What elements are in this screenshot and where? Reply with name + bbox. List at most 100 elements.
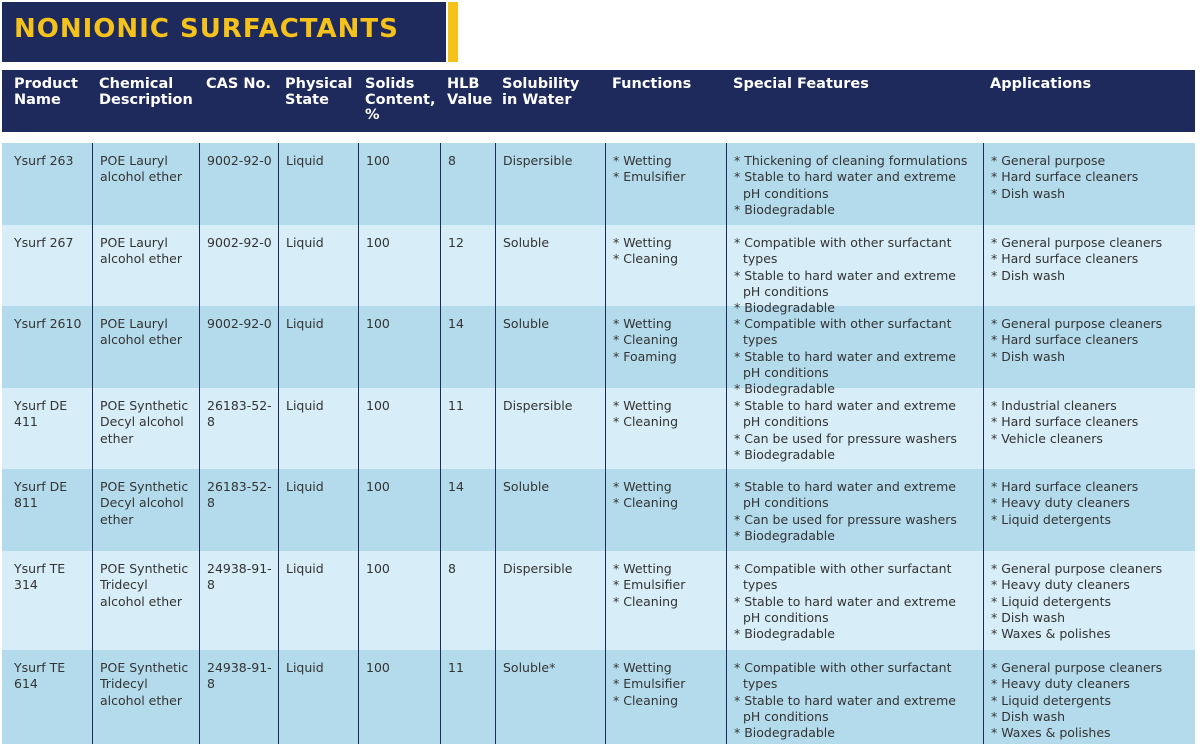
table-cell: 100 <box>358 650 440 744</box>
bullet-item: * Stable to hard water and extreme pH co… <box>734 348 956 380</box>
bullet-item: * Waxes & polishes <box>991 626 1111 642</box>
table-cell: POE Synthetic Tridecyl alcohol ether <box>92 551 199 650</box>
table-cell: Liquid <box>278 143 358 225</box>
table-cell: 12 <box>440 225 495 317</box>
column-header: Special Features <box>733 76 869 92</box>
bullet-item: * Cleaning <box>613 414 679 430</box>
table-cell: * Wetting * Cleaning <box>605 388 726 469</box>
table-cell: 100 <box>358 388 440 469</box>
bullet-item: * Biodegradable <box>734 527 835 543</box>
table-row: Ysurf 267 POE Lauryl alcohol ether 9002-92… <box>2 225 1195 317</box>
bullet-item: * Hard surface cleaners <box>991 414 1139 430</box>
table-cell: Ysurf DE 411 <box>14 398 68 430</box>
table-cell: 100 <box>358 306 440 398</box>
column-header: Functions <box>612 76 692 92</box>
table-cell: * Wetting * Emulsifier * Cleaning <box>605 551 726 650</box>
bullet-item: * Wetting <box>613 153 672 168</box>
column-header: Physical State <box>285 76 353 108</box>
bullet-item: * Hard surface cleaners <box>991 251 1139 267</box>
table-cell: * General purpose * Hard surface cleaners… <box>983 143 1195 225</box>
table-cell: Liquid <box>278 225 358 317</box>
bullet-item: * Stable to hard water and extreme pH co… <box>734 169 956 201</box>
table-cell: * General purpose cleaners * Hard surface… <box>983 225 1195 317</box>
table-cell: Ysurf 263 <box>14 153 74 168</box>
bullet-item: * Wetting <box>613 398 672 413</box>
bullet-item: * Heavy duty cleaners <box>991 577 1130 593</box>
table-cell: Liquid <box>278 306 358 398</box>
table-cell: * Thickening of cleaning formulations * S… <box>726 143 983 225</box>
column-header: Solubility in Water <box>502 76 580 108</box>
table-cell: * Wetting * Cleaning <box>605 225 726 317</box>
table-cell: 100 <box>358 469 440 551</box>
table-cell: * Compatible with other surfactant types… <box>726 650 983 744</box>
bullet-item: * Cleaning <box>613 593 679 609</box>
bullet-item: * Heavy duty cleaners <box>991 676 1130 692</box>
table-cell: * Stable to hard water and extreme pH co… <box>726 388 983 469</box>
bullet-item: * Liquid detergents <box>991 593 1111 609</box>
table-cell: Ysurf 2610 <box>14 316 82 331</box>
table-cell: POE Synthetic Decyl alcohol ether <box>92 388 199 469</box>
bullet-item: * Biodegradable <box>734 300 835 316</box>
table-cell: Dispersible <box>495 551 605 650</box>
table-cell: 11 <box>440 388 495 469</box>
bullet-item: * Biodegradable <box>734 725 835 741</box>
table-row: Ysurf 2610 POE Lauryl alcohol ether 9002-9… <box>2 306 1195 398</box>
table-cell: * Wetting * Emulsifier * Cleaning <box>605 650 726 744</box>
table-cell: * General purpose cleaners * Heavy duty c… <box>983 650 1195 744</box>
table-cell: 9002-92-0 <box>199 306 278 398</box>
column-header: CAS No. <box>206 76 271 92</box>
bullet-item: * Wetting <box>613 660 672 675</box>
table-cell: * Hard surface cleaners * Heavy duty clea… <box>983 469 1195 551</box>
bullet-item: * Liquid detergents <box>991 692 1111 708</box>
bullet-item: * Dish wash <box>991 267 1066 283</box>
table-cell: 100 <box>358 143 440 225</box>
bullet-item: * Dish wash <box>991 708 1066 724</box>
bullet-item: * Foaming <box>613 348 677 364</box>
table-cell: Soluble <box>495 225 605 317</box>
table-cell: * Compatible with other surfactant types… <box>726 551 983 650</box>
table-cell: Ysurf TE 614 <box>14 660 66 692</box>
table-cell: Soluble <box>495 469 605 551</box>
bullet-item: * General purpose cleaners <box>991 316 1163 331</box>
bullet-item: * Liquid detergents <box>991 511 1111 527</box>
table-cell: * Stable to hard water and extreme pH co… <box>726 469 983 551</box>
column-header: Solids Content, % <box>365 76 436 123</box>
bullet-item: * General purpose <box>991 153 1106 168</box>
table-cell: 26183-52-8 <box>199 469 278 551</box>
bullet-item: * Cleaning <box>613 692 679 708</box>
bullet-item: * Wetting <box>613 235 672 250</box>
bullet-item: * Emulsifier <box>613 169 686 185</box>
bullet-item: * Vehicle cleaners <box>991 430 1103 446</box>
table-cell: POE Lauryl alcohol ether <box>92 143 199 225</box>
column-header: HLB Value <box>447 76 493 108</box>
table-cell: 24938-91-8 <box>199 551 278 650</box>
table-cell: Liquid <box>278 551 358 650</box>
table-cell: 100 <box>358 551 440 650</box>
table-row: Ysurf TE 314 POE Synthetic Tridecyl alcoh… <box>2 551 1195 650</box>
bullet-item: * Wetting <box>613 316 672 331</box>
bullet-item: * Can be used for pressure washers <box>734 430 957 446</box>
bullet-item: * Hard surface cleaners <box>991 479 1139 494</box>
table: Product Name Chemical Description CAS No. P… <box>2 70 1195 744</box>
bullet-item: * General purpose cleaners <box>991 660 1163 675</box>
bullet-item: * Hard surface cleaners <box>991 169 1139 185</box>
bullet-item: * Dish wash <box>991 185 1066 201</box>
table-row: Ysurf TE 614 POE Synthetic Tridecyl alcoh… <box>2 650 1195 744</box>
table-cell: Liquid <box>278 388 358 469</box>
table-cell: * Wetting * Emulsifier <box>605 143 726 225</box>
accent-stripe <box>448 2 458 62</box>
table-cell: * Wetting * Cleaning * Foaming <box>605 306 726 398</box>
bullet-item: * Stable to hard water and extreme pH co… <box>734 398 956 430</box>
bullet-item: * Compatible with other surfactant types <box>734 660 952 692</box>
table-cell: 8 <box>440 143 495 225</box>
bullet-item: * Waxes & polishes <box>991 725 1111 741</box>
bullet-item: * Compatible with other surfactant types <box>734 235 952 267</box>
table-cell: 26183-52-8 <box>199 388 278 469</box>
bullet-item: * Stable to hard water and extreme pH co… <box>734 267 956 299</box>
table-cell: 14 <box>440 306 495 398</box>
bullet-item: * Hard surface cleaners <box>991 332 1139 348</box>
bullet-item: * Heavy duty cleaners <box>991 495 1130 511</box>
table-row: Ysurf 263 POE Lauryl alcohol ether 9002-92… <box>2 143 1195 225</box>
bullet-item: * Wetting <box>613 479 672 494</box>
